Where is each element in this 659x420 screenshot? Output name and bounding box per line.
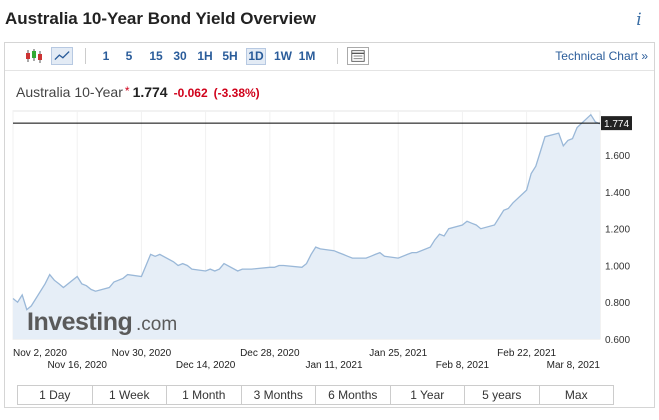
table-icon[interactable] [347,47,369,65]
quote-header: Australia 10-Year * 1.774 -0.062 (-3.38%) [16,84,260,100]
y-tick-label: 0.800 [605,298,630,309]
yield-line [12,113,601,311]
timeframe-1[interactable]: 1 [102,49,110,63]
x-tick-label: Feb 8, 2021 [436,360,490,371]
range-button-max[interactable]: Max [564,388,588,402]
technical-chart-link[interactable]: Technical Chart » [555,49,648,63]
x-tick-label: Nov 2, 2020 [13,348,67,359]
range-selector: 1 Day 1 Week 1 Month 3 Months 6 Months 1 Year… [17,385,614,405]
candlestick-icon[interactable] [23,47,45,65]
delayed-star: * [124,84,130,98]
y-tick-label: 1.200 [605,225,630,236]
timeframe-1w[interactable]: 1W [274,49,292,63]
current-value-badge [601,116,632,131]
investing-logo: Investing [27,308,132,336]
x-tick-label: Dec 28, 2020 [240,348,300,359]
timeframe-1h[interactable]: 1H [197,49,213,63]
range-button-6-months[interactable]: 6 Months [316,386,391,404]
yield-area [13,114,600,339]
timeframe-15[interactable]: 15 [149,49,163,63]
range-button-3-months[interactable]: 3 Months [242,386,316,404]
toolbar-divider [85,48,86,64]
x-tick-label: Nov 16, 2020 [47,360,107,371]
timeframe-1m[interactable]: 1M [298,49,316,63]
current-value-label: 1.774 [604,119,629,130]
timeframe-30[interactable]: 30 [173,49,187,63]
investing-logo-suffix: .com [136,314,177,335]
x-tick-label: Mar 8, 2021 [547,360,601,371]
yield-chart[interactable]: 1.774 1.600 1.400 1.200 1.000 0.800 0.600 Nov 2… [5,43,656,383]
price-change: -0.062 [173,86,208,100]
y-tick-label: 1.400 [605,188,630,199]
chart-toolbar: 1 5 15 30 1H 5H 1D 1W 1M Technical Chart » [5,43,654,71]
range-button-1-week[interactable]: 1 Week [93,386,167,404]
x-tick-label: Jan 11, 2021 [305,360,363,371]
range-button-5-years[interactable]: 5 years [465,386,540,404]
timeframe-5h[interactable]: 5H [222,49,238,63]
x-tick-label: Dec 14, 2020 [176,360,236,371]
x-tick-label: Feb 22, 2021 [497,348,556,359]
y-tick-label: 0.600 [605,335,630,346]
page-title: Australia 10-Year Bond Yield Overview [5,9,316,28]
range-button-1-day[interactable]: 1 Day [18,386,93,404]
instrument-name: Australia 10-Year [16,84,123,100]
area-chart-icon[interactable] [51,47,73,65]
timeframe-1d[interactable]: 1D [246,48,266,65]
last-price: 1.774 [132,84,168,100]
timeframe-5[interactable]: 5 [125,49,133,63]
toolbar-divider [337,48,338,64]
range-button-1-month[interactable]: 1 Month [167,386,242,404]
chart-widget: 1 5 15 30 1H 5H 1D 1W 1M Technical Chart » Austr… [4,42,655,408]
price-change-percent: (-3.38%) [213,86,260,100]
y-tick-label: 1.600 [605,151,630,162]
x-tick-label: Jan 25, 2021 [369,348,427,359]
y-tick-label: 1.000 [605,261,630,272]
range-button-1-year[interactable]: 1 Year [391,386,465,404]
info-icon[interactable]: i [636,10,642,30]
x-tick-label: Nov 30, 2020 [112,348,172,359]
